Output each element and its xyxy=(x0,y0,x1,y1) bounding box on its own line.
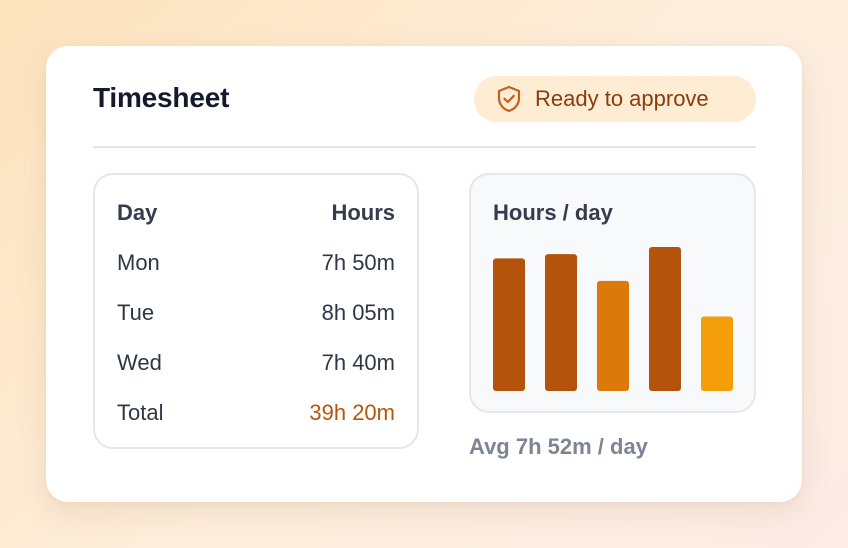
hours-chart: Hours / day xyxy=(469,173,756,413)
total-label: Total xyxy=(117,400,164,425)
chart-bar xyxy=(545,254,577,391)
hours-table: Day Hours Mon 7h 50m Tue 8h 05m Wed 7h 4… xyxy=(93,173,419,449)
table-row: Tue 8h 05m xyxy=(117,298,395,328)
chart-bar xyxy=(701,316,733,391)
table-header-row: Day Hours xyxy=(117,198,395,228)
column-header-day: Day xyxy=(117,200,158,225)
bar-chart xyxy=(493,247,733,391)
table-row: Mon 7h 50m xyxy=(117,248,395,278)
day-cell: Wed xyxy=(117,350,162,375)
chart-bar xyxy=(597,280,629,391)
column-header-hours: Hours xyxy=(331,200,395,225)
shield-check-icon xyxy=(496,85,522,113)
day-cell: Tue xyxy=(117,300,155,325)
hours-cell: 8h 05m xyxy=(321,300,395,325)
divider xyxy=(93,146,756,148)
chart-bar xyxy=(649,247,681,391)
chart-title: Hours / day xyxy=(493,200,613,225)
chart-bar xyxy=(493,258,525,391)
table-row: Wed 7h 40m xyxy=(117,348,395,378)
total-value: 39h 20m xyxy=(309,400,395,425)
status-badge: Ready to approve xyxy=(474,76,756,122)
status-badge-label: Ready to approve xyxy=(535,86,709,111)
hours-cell: 7h 50m xyxy=(321,250,395,275)
average-summary: Avg 7h 52m / day xyxy=(469,434,648,459)
hours-cell: 7h 40m xyxy=(321,350,395,375)
card-title: Timesheet xyxy=(93,82,230,113)
total-row: Total 39h 20m xyxy=(117,398,395,428)
timesheet-card: Timesheet Ready to approve Day Hours Mon… xyxy=(46,46,802,502)
day-cell: Mon xyxy=(117,250,160,275)
